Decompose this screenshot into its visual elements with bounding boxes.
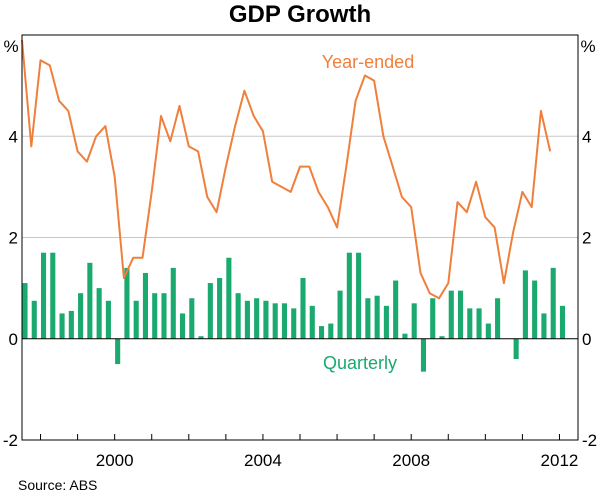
quarterly-bar <box>430 298 436 339</box>
x-axis: 2000 2004 2008 2012 <box>40 434 579 470</box>
quarterly-bar <box>263 300 269 339</box>
quarterly-bar <box>161 293 167 339</box>
quarterly-bar <box>244 300 250 339</box>
x-tick-label: 2012 <box>541 451 579 470</box>
quarterly-bar <box>31 300 37 339</box>
y-axis-right: -2 0 2 4 <box>582 127 597 450</box>
x-tick-label: 2004 <box>244 451 282 470</box>
quarterly-bar <box>68 310 74 339</box>
quarterly-bar <box>115 338 121 365</box>
chart-title: GDP Growth <box>229 1 371 28</box>
y-tick-label-right: 4 <box>582 127 591 146</box>
quarterly-bar <box>152 293 158 339</box>
quarterly-bar <box>393 280 399 339</box>
quarterly-bar <box>328 323 334 339</box>
quarterly-bar <box>87 262 93 339</box>
quarterly-bar <box>59 313 65 339</box>
quarterly-bar <box>550 267 556 339</box>
quarterly-bar <box>420 338 427 372</box>
quarterly-bar <box>495 298 501 339</box>
x-tick-label: 2000 <box>96 451 134 470</box>
quarterly-label: Quarterly <box>323 353 397 373</box>
quarterly-bar <box>402 333 408 339</box>
quarterly-bar <box>318 326 325 339</box>
x-tick-label: 2008 <box>392 451 430 470</box>
y-tick-label-left: -2 <box>3 431 18 450</box>
quarterly-bar <box>513 338 519 359</box>
quarterly-bar <box>291 308 297 339</box>
gridlines <box>22 135 578 238</box>
quarterly-bar <box>226 257 232 339</box>
quarterly-bar <box>78 293 84 339</box>
quarterly-bar <box>559 305 566 339</box>
quarterly-bar <box>467 308 473 339</box>
quarterly-bar <box>485 323 491 339</box>
quarterly-bar <box>217 278 223 339</box>
y-unit-right: % <box>580 37 595 56</box>
year-ended-line <box>21 40 552 300</box>
quarterly-bar <box>96 288 102 339</box>
quarterly-bar <box>532 280 538 339</box>
y-tick-label-right: -2 <box>582 431 597 450</box>
quarterly-bar <box>374 295 380 339</box>
quarterly-bar <box>411 303 417 339</box>
quarterly-bar <box>272 303 278 339</box>
quarterly-bar <box>105 300 111 339</box>
quarterly-bar <box>522 270 528 339</box>
quarterly-bar <box>189 298 195 339</box>
quarterly-bar <box>207 283 213 339</box>
quarterly-bar <box>346 252 352 339</box>
quarterly-bar <box>142 272 149 339</box>
y-tick-label-left: 4 <box>9 127 18 146</box>
quarterly-bar <box>170 267 176 339</box>
source-note: Source: ABS <box>18 477 97 493</box>
quarterly-bar <box>50 252 56 339</box>
y-tick-label-left: 2 <box>9 229 18 248</box>
quarterly-bar <box>457 290 464 339</box>
quarterly-bars <box>22 252 566 372</box>
year-ended-path <box>21 40 552 300</box>
year-ended-label: Year-ended <box>322 52 414 72</box>
quarterly-bar <box>40 252 47 339</box>
y-axis-left: -2 0 2 4 <box>3 127 18 450</box>
quarterly-bar <box>439 336 445 339</box>
quarterly-bar <box>309 305 315 339</box>
quarterly-bar <box>281 303 288 339</box>
quarterly-bar <box>356 252 362 339</box>
quarterly-bar <box>476 308 482 339</box>
quarterly-bar <box>254 298 260 339</box>
y-unit-left: % <box>3 37 18 56</box>
quarterly-bar <box>235 293 241 339</box>
quarterly-bar <box>198 336 204 339</box>
quarterly-bar <box>365 298 371 339</box>
quarterly-bar <box>300 278 306 339</box>
quarterly-bar <box>383 305 389 339</box>
quarterly-bar <box>179 313 186 339</box>
y-tick-label-left: 0 <box>9 330 18 349</box>
quarterly-bar <box>448 290 454 339</box>
quarterly-bar <box>133 300 139 339</box>
y-tick-label-right: 0 <box>582 330 591 349</box>
quarterly-bar <box>124 267 130 339</box>
quarterly-bar <box>22 283 28 339</box>
quarterly-bar <box>541 313 547 339</box>
y-tick-label-right: 2 <box>582 229 591 248</box>
quarterly-bar <box>337 290 343 339</box>
